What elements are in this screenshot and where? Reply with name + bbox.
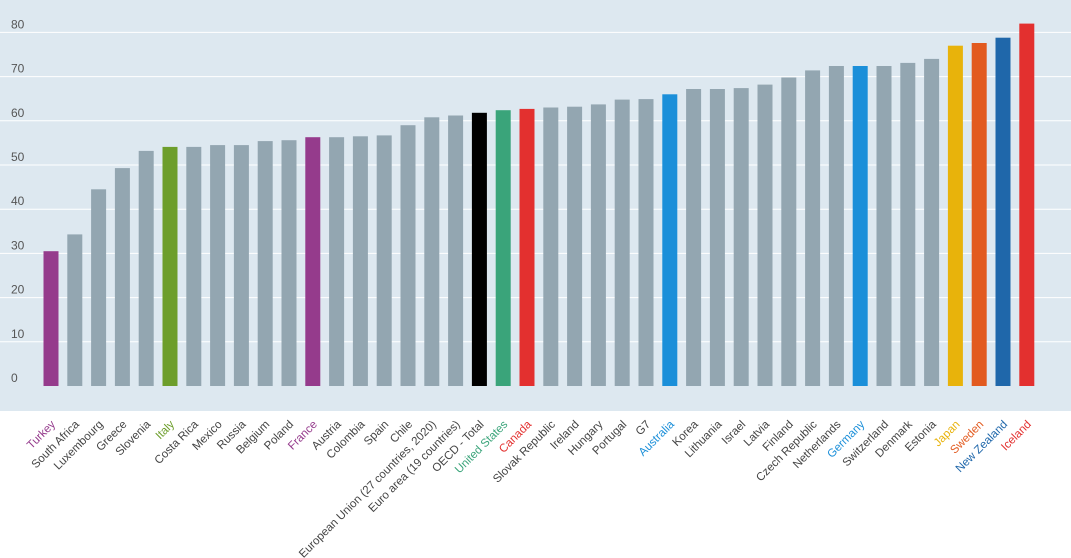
- bar-netherlands: [828, 66, 844, 386]
- bar-russia: [233, 145, 249, 386]
- x-tick-label: Spain: [362, 419, 391, 448]
- y-tick-label: 50: [11, 150, 25, 164]
- y-tick-label: 20: [11, 283, 25, 297]
- bar-spain: [376, 135, 392, 386]
- x-tick-label: G7: [634, 419, 653, 438]
- bar-luxembourg: [91, 189, 107, 386]
- bar-france: [305, 137, 321, 386]
- bar-korea: [686, 89, 702, 386]
- bar-mexico: [210, 145, 226, 386]
- bar-italy: [162, 146, 178, 386]
- bar-ireland: [567, 106, 583, 386]
- y-tick-label: 10: [11, 327, 25, 341]
- bar-latvia: [757, 84, 773, 386]
- bar-estonia: [924, 58, 940, 387]
- plot-background: [0, 0, 1071, 411]
- bar-japan: [947, 45, 963, 386]
- bar-austria: [329, 137, 345, 386]
- bar-greece: [114, 168, 130, 386]
- bar-turkey: [43, 251, 59, 386]
- bar-germany: [852, 66, 868, 386]
- bar-sweden: [971, 43, 987, 386]
- bar-hungary: [590, 104, 606, 387]
- y-tick-label: 0: [11, 371, 18, 385]
- bar-european-union-27-countries-2020: [424, 117, 440, 387]
- bar-poland: [281, 140, 297, 386]
- bar-g7: [638, 99, 654, 386]
- y-tick-label: 40: [11, 194, 25, 208]
- bar-czech-republic: [805, 70, 821, 387]
- bar-oecd-total: [471, 112, 487, 387]
- bar-belgium: [257, 141, 273, 386]
- bar-lithuania: [709, 89, 725, 386]
- bar-euro-area-19-countries: [448, 115, 464, 386]
- y-tick-label: 70: [11, 62, 25, 76]
- y-tick-label: 30: [11, 238, 25, 252]
- bar-slovenia: [138, 150, 154, 386]
- bar-switzerland: [876, 66, 892, 386]
- bar-finland: [781, 77, 797, 386]
- bar-iceland: [1019, 23, 1035, 386]
- bar-canada: [519, 108, 535, 387]
- bar-south-africa: [67, 234, 83, 386]
- bars: [43, 23, 1035, 387]
- bar-australia: [662, 94, 678, 387]
- bar-new-zealand: [995, 37, 1011, 386]
- bar-denmark: [900, 62, 916, 387]
- bar-chile: [400, 125, 416, 386]
- bar-costa-rica: [186, 146, 202, 386]
- bar-united-states: [495, 110, 511, 386]
- bar-colombia: [352, 136, 368, 386]
- bar-slovak-republic: [543, 107, 559, 386]
- y-tick-label: 60: [11, 106, 25, 120]
- y-tick-label: 80: [11, 17, 25, 31]
- bar-israel: [733, 88, 749, 386]
- gridlines: [0, 31, 1071, 343]
- y-axis-ticks: 0 10 20 30 40 50 60 70 80: [11, 17, 25, 385]
- bar-portugal: [614, 99, 630, 386]
